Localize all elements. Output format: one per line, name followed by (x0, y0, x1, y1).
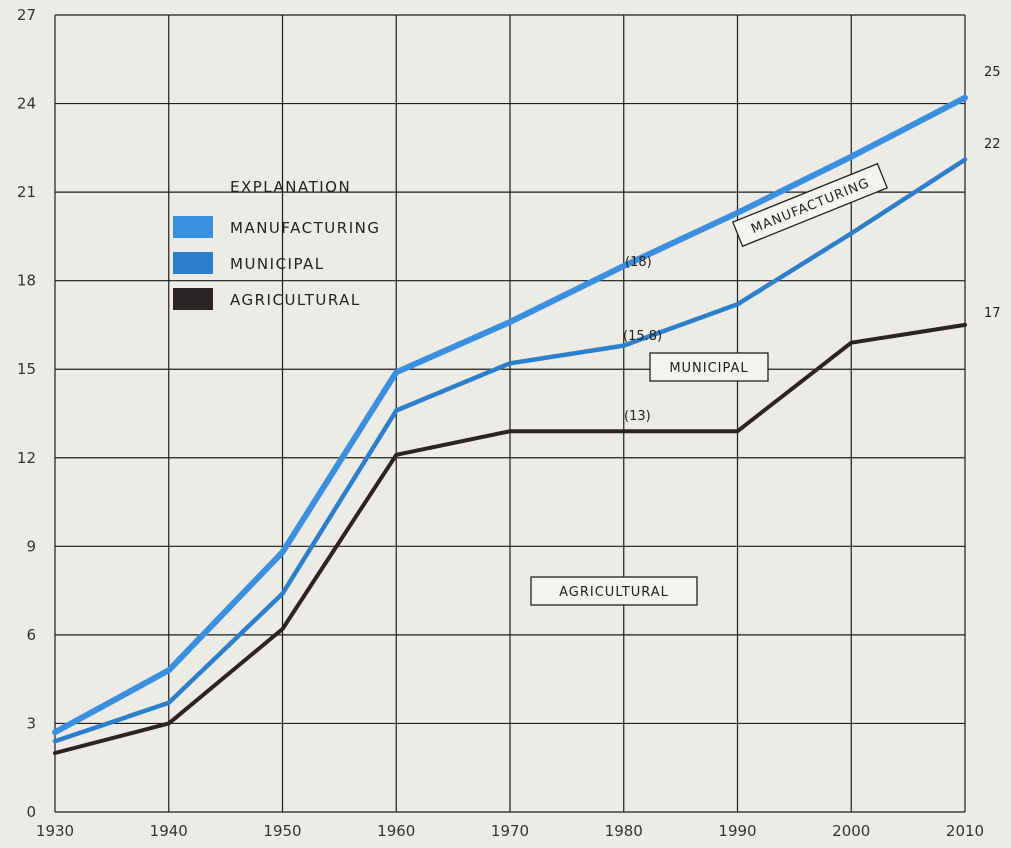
x-axis-tick-labels: 1930 1940 1950 1960 1970 1980 1990 2000 2010 (36, 822, 984, 840)
legend-swatch-manufacturing (173, 216, 213, 238)
legend: EXPLANATION MANUFACTURING MUNICIPAL AGRI… (173, 178, 380, 310)
y-tick-label: 3 (26, 714, 36, 732)
in-chart-label-box (530, 576, 698, 606)
in-chart-label-text: MANUFACTURING (749, 176, 872, 237)
y-tick-label: 15 (17, 360, 36, 378)
y-tick-label: 21 (17, 183, 36, 201)
series-line-municipal (52, 157, 968, 744)
in-chart-label-agricultural: AGRICULTURAL (530, 576, 698, 606)
y-tick-label: 18 (17, 272, 36, 290)
x-tick-label: 2010 (946, 822, 984, 840)
data-label-13: (13) (624, 409, 651, 424)
legend-swatch-agricultural (173, 288, 213, 310)
series-line-manufacturing (52, 94, 968, 736)
in-chart-label-box (731, 162, 889, 248)
x-tick-label: 1990 (718, 822, 756, 840)
x-tick-label: 1950 (263, 822, 301, 840)
in-chart-label-text: AGRICULTURAL (559, 585, 669, 600)
end-label-municipal: 22 (984, 137, 1001, 152)
legend-swatch-municipal (173, 252, 213, 274)
x-tick-label: 1960 (377, 822, 415, 840)
x-tick-label: 1940 (150, 822, 188, 840)
grid (54, 14, 966, 813)
x-tick-label: 1970 (491, 822, 529, 840)
data-label-18: (18) (625, 255, 652, 270)
y-tick-label: 27 (17, 6, 36, 24)
series-line-agricultural (53, 322, 967, 755)
legend-label-agricultural: AGRICULTURAL (230, 291, 361, 309)
y-tick-label: 9 (26, 537, 36, 555)
x-tick-label: 1930 (36, 822, 74, 840)
y-tick-label: 0 (26, 803, 36, 821)
in-chart-label-municipal: MUNICIPAL (649, 352, 769, 382)
data-label-15-8: (15.8) (623, 329, 662, 344)
series-lines (52, 94, 968, 755)
in-chart-label-text: MUNICIPAL (669, 361, 748, 376)
end-label-agricultural: 17 (984, 306, 1001, 321)
x-tick-label: 1980 (605, 822, 643, 840)
x-tick-label: 2000 (832, 822, 870, 840)
y-tick-label: 24 (17, 95, 36, 113)
y-axis-tick-labels: 0 3 6 9 12 15 18 21 24 27 (17, 6, 36, 821)
legend-label-manufacturing: MANUFACTURING (230, 219, 380, 237)
y-tick-label: 12 (17, 449, 36, 467)
legend-label-municipal: MUNICIPAL (230, 255, 325, 273)
y-tick-label: 6 (26, 626, 36, 644)
legend-title: EXPLANATION (230, 178, 351, 196)
in-chart-label-box (649, 352, 769, 382)
end-label-manufacturing: 25 (984, 65, 1001, 80)
